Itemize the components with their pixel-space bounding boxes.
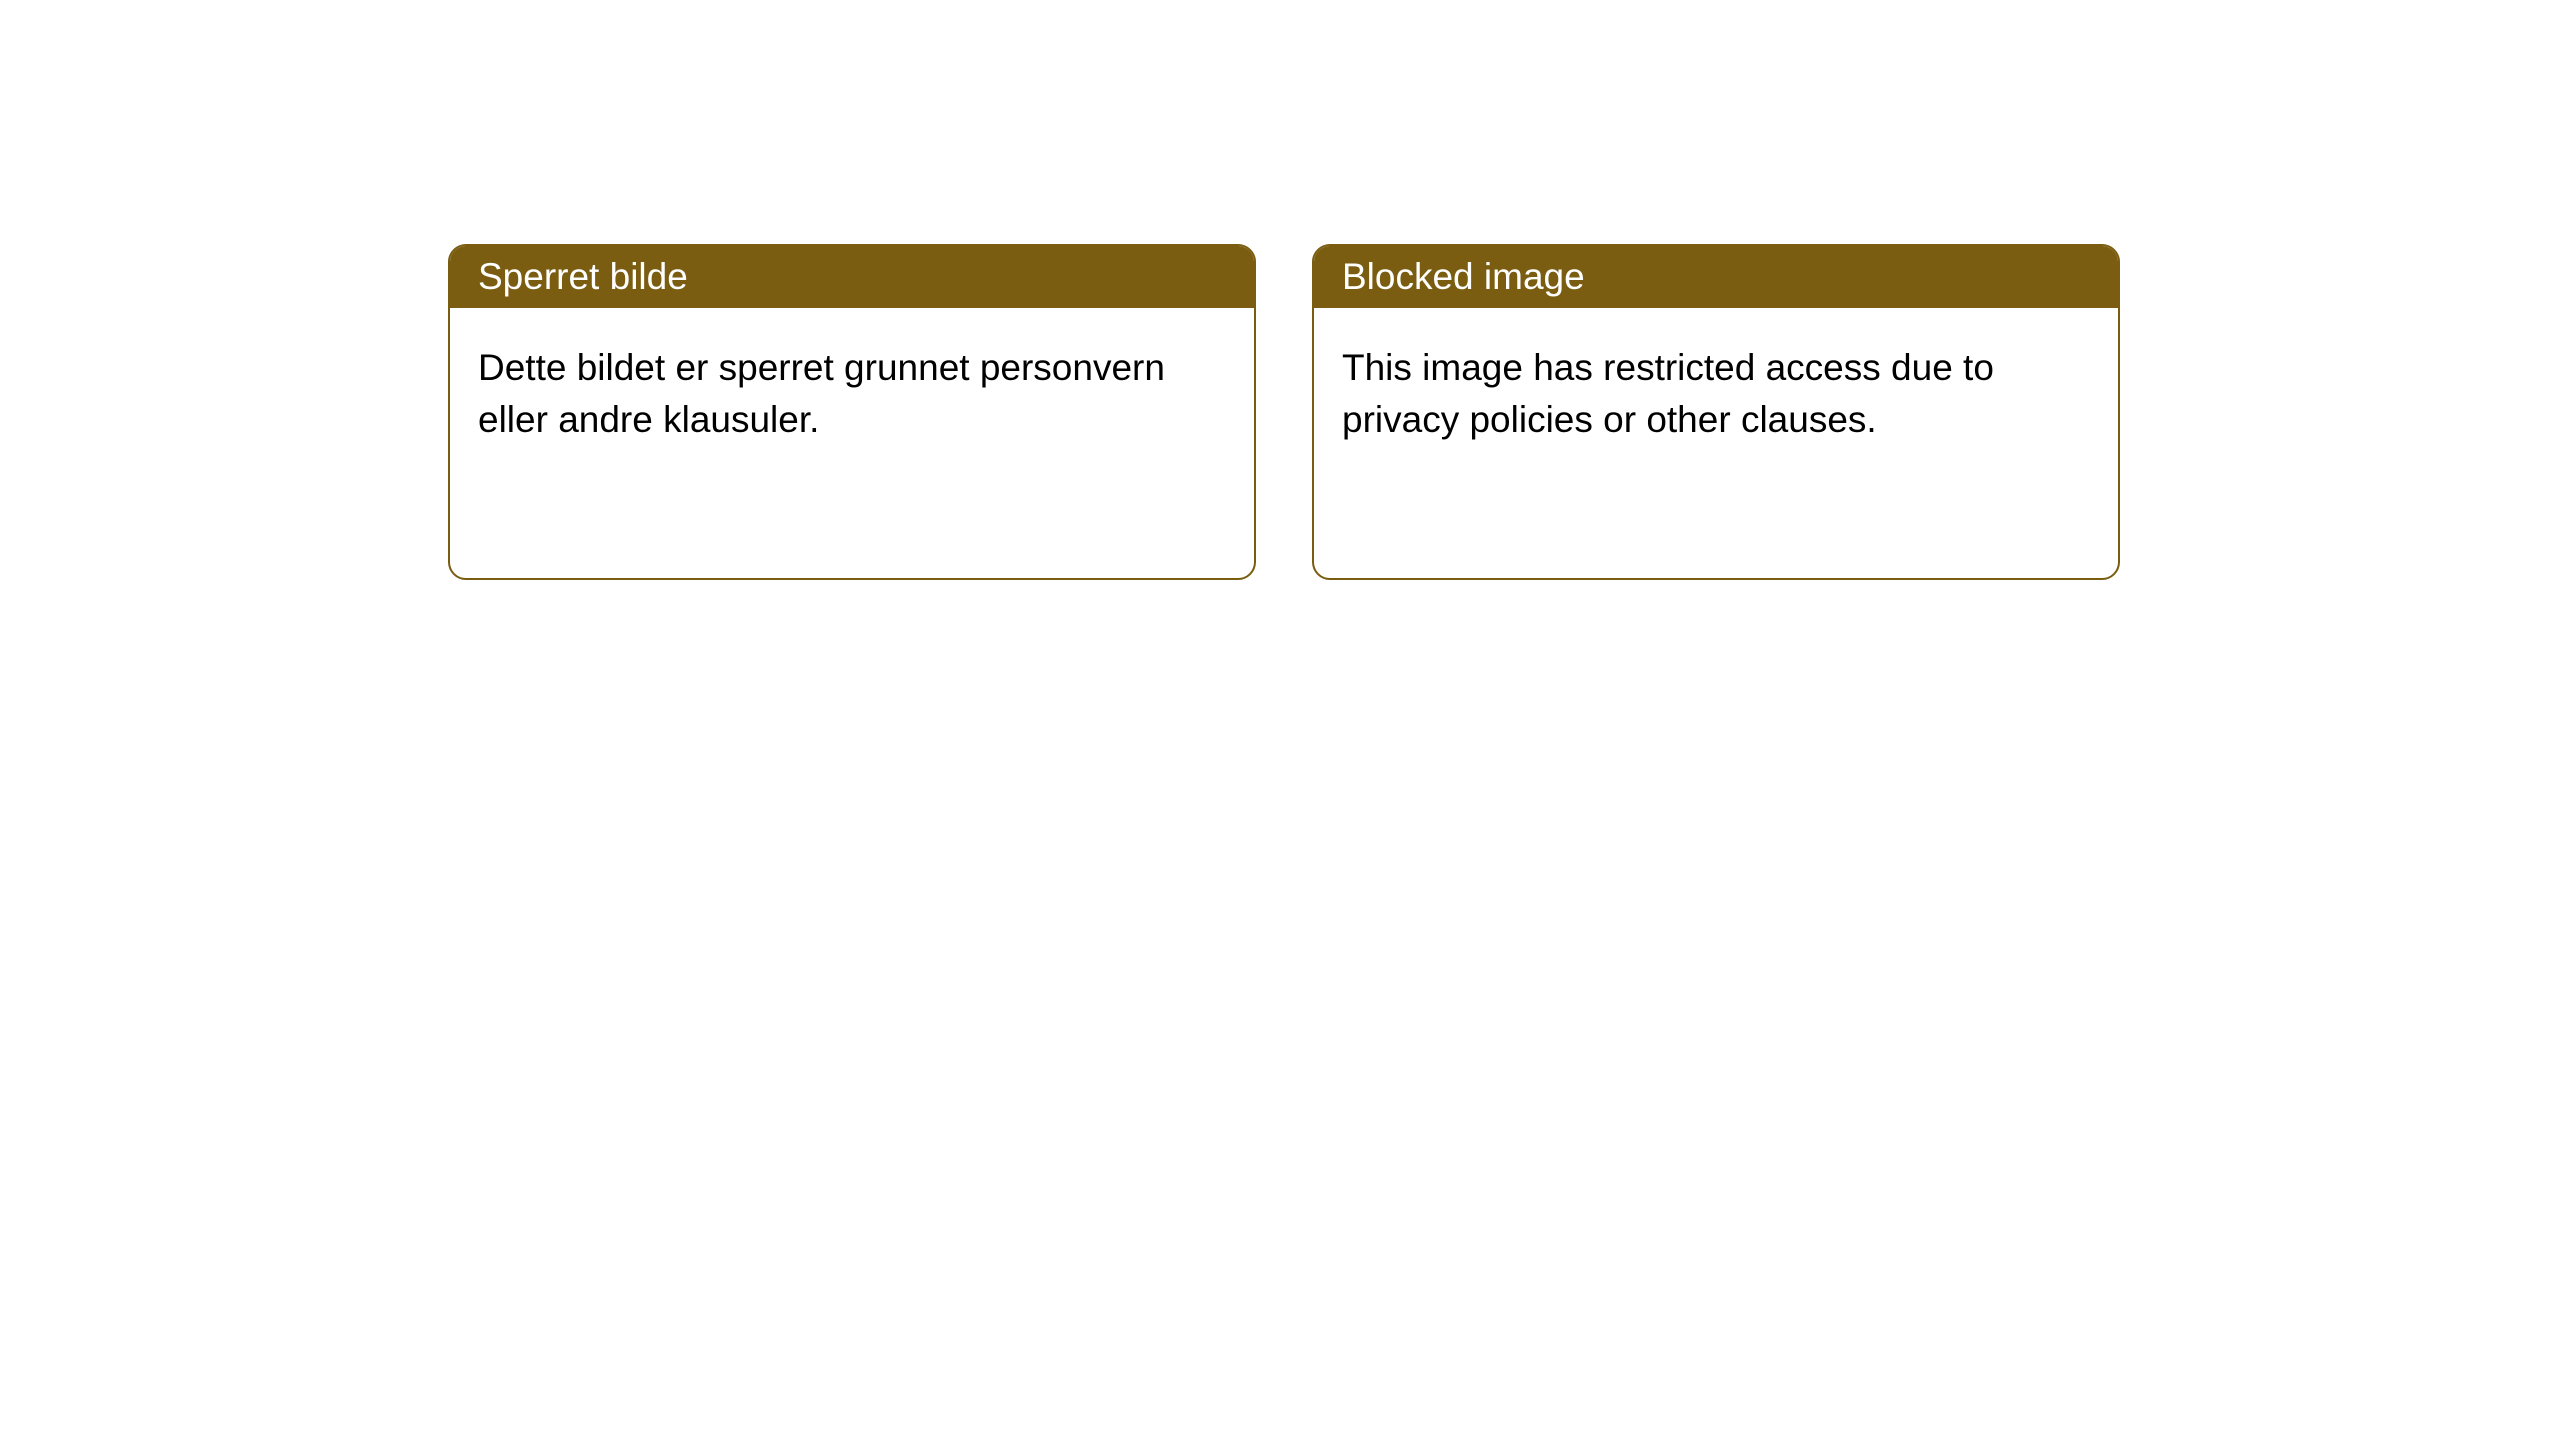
- card-header: Sperret bilde: [450, 246, 1254, 308]
- cards-container: Sperret bilde Dette bildet er sperret gr…: [0, 0, 2560, 580]
- card-header: Blocked image: [1314, 246, 2118, 308]
- card-body-text: Dette bildet er sperret grunnet personve…: [478, 347, 1165, 440]
- card-body-text: This image has restricted access due to …: [1342, 347, 1994, 440]
- blocked-image-card-no: Sperret bilde Dette bildet er sperret gr…: [448, 244, 1256, 580]
- card-body: Dette bildet er sperret grunnet personve…: [450, 308, 1254, 480]
- card-title: Blocked image: [1342, 256, 1585, 298]
- card-body: This image has restricted access due to …: [1314, 308, 2118, 480]
- card-title: Sperret bilde: [478, 256, 688, 298]
- blocked-image-card-en: Blocked image This image has restricted …: [1312, 244, 2120, 580]
